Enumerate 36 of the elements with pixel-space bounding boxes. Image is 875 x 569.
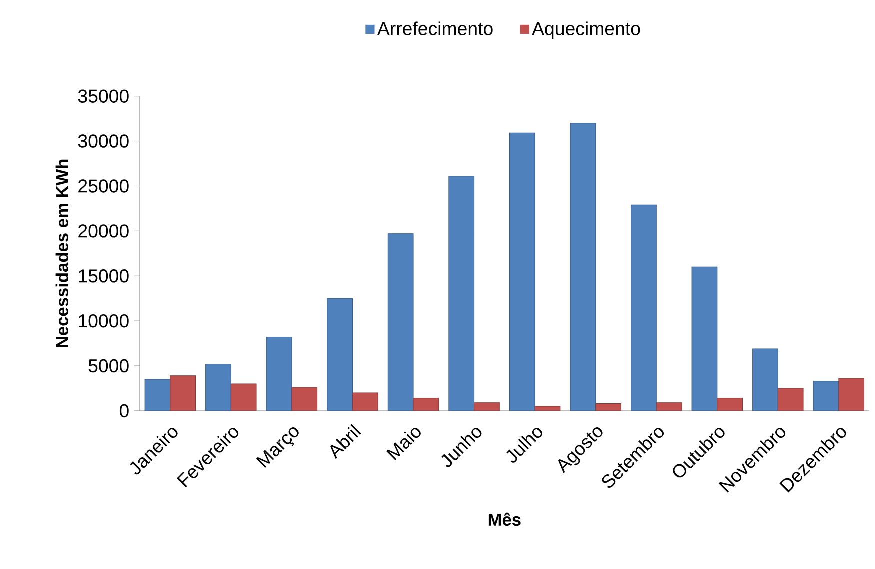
bar	[534, 406, 561, 411]
y-tick-label: 25000	[78, 180, 129, 193]
bar	[388, 234, 414, 411]
x-axis-title: Mês	[488, 512, 521, 526]
bar	[327, 298, 353, 411]
bar	[292, 387, 318, 411]
bar	[570, 123, 596, 411]
bar	[813, 381, 840, 411]
bar	[717, 398, 743, 411]
bar	[266, 337, 292, 411]
legend-label: Arrefecimento	[377, 22, 493, 36]
y-tick-label: 0	[120, 404, 129, 418]
y-tick-label: 10000	[79, 314, 129, 328]
bar	[752, 348, 778, 411]
bar	[413, 398, 440, 411]
bar	[144, 379, 171, 411]
y-tick-label: 20000	[78, 224, 129, 238]
y-tick-label: 15000	[79, 270, 129, 283]
bar	[170, 376, 196, 411]
legend-label: Aquecimento	[532, 22, 640, 40]
y-tick-label: 5000	[88, 359, 129, 373]
bar	[778, 388, 804, 411]
bar	[596, 404, 622, 411]
bar	[230, 384, 257, 411]
bar	[509, 132, 536, 411]
bar	[656, 402, 682, 411]
bar	[631, 204, 657, 411]
bar	[692, 266, 718, 411]
bar	[838, 378, 865, 411]
bar	[206, 364, 232, 411]
y-tick-label: 30000	[78, 134, 129, 148]
bar	[474, 402, 500, 411]
y-axis-title: Necessidades em KWh	[56, 160, 69, 348]
y-tick-label: 35000	[78, 90, 129, 103]
bar	[352, 392, 378, 411]
bar	[448, 176, 475, 411]
